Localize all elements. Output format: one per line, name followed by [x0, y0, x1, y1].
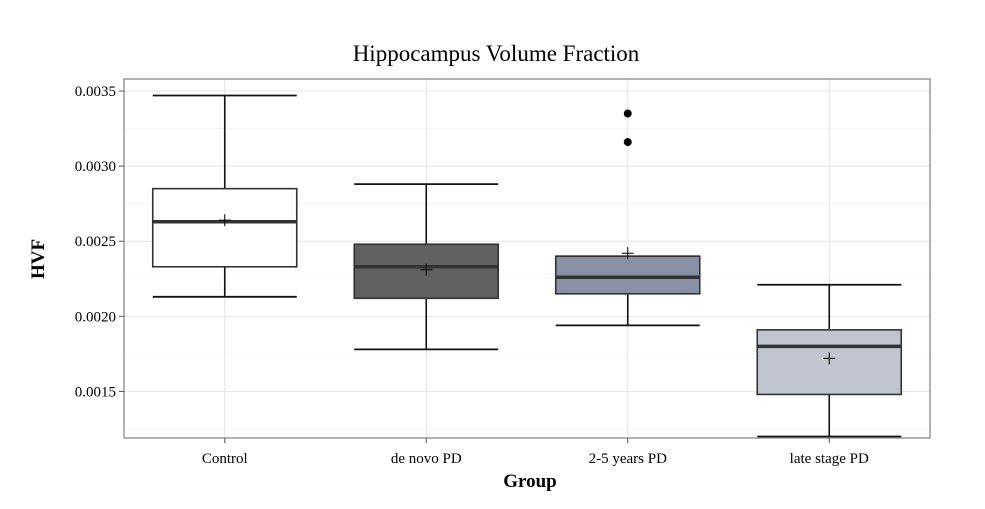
chart-title: Hippocampus Volume Fraction — [353, 41, 640, 66]
x-tick-label: late stage PD — [790, 451, 869, 467]
x-tick-label: Control — [202, 451, 248, 467]
box-group — [554, 109, 701, 327]
box-group — [353, 183, 500, 351]
y-tick-label: 0.0015 — [75, 384, 116, 400]
box-group — [756, 283, 903, 438]
x-tick-label: 2-5 years PD — [589, 451, 667, 467]
x-tick-label: de novo PD — [391, 451, 462, 467]
plot-border — [123, 78, 931, 439]
box-iqr — [151, 187, 298, 268]
y-tick-label: 0.0025 — [75, 234, 116, 250]
x-axis: Control de novo PD 2-5 years PD late stage … — [202, 438, 869, 467]
y-axis: 0.0015 0.0020 0.0025 0.0030 0.0035 — [75, 84, 124, 400]
box-iqr — [554, 255, 701, 295]
outlier-point — [623, 109, 632, 118]
y-tick-label: 0.0030 — [75, 159, 116, 175]
box-layer — [151, 94, 903, 438]
box-group — [151, 94, 298, 298]
x-axis-label: Group — [503, 471, 557, 492]
outlier-point — [623, 138, 632, 147]
y-tick-label: 0.0020 — [75, 309, 116, 325]
y-axis-label: HVF — [28, 239, 49, 279]
y-tick-label: 0.0035 — [75, 84, 116, 100]
